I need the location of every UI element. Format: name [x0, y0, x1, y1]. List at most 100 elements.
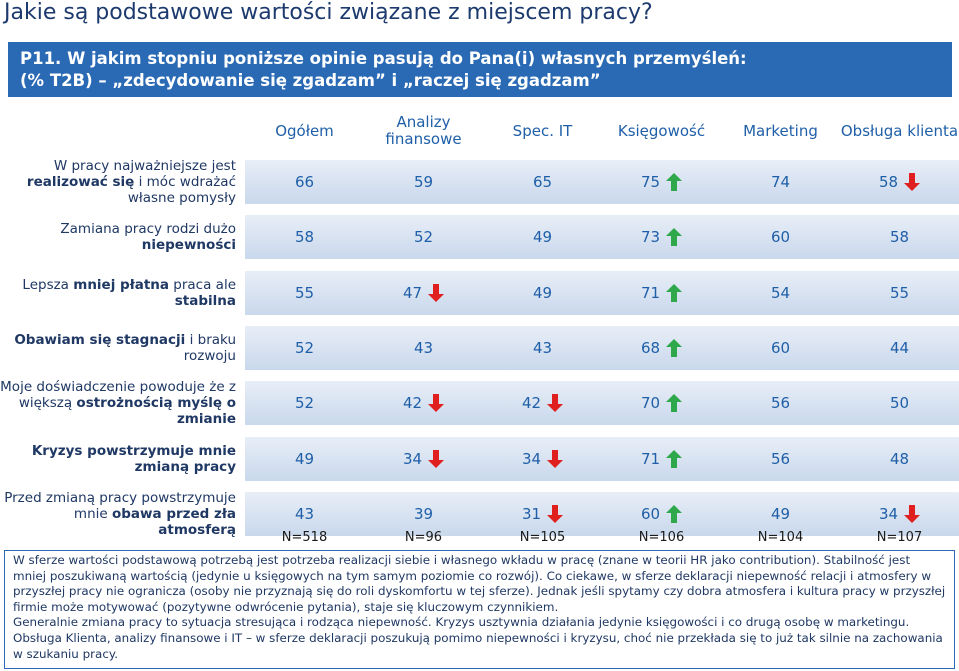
arrow-shape: [428, 283, 445, 302]
cell-value: 49: [770, 504, 791, 523]
cell: 70: [602, 381, 721, 425]
cell: 60: [602, 492, 721, 536]
row-band: [245, 270, 959, 315]
cell-value: 43: [413, 338, 434, 357]
arrow-shape: [666, 173, 683, 191]
label-segment: i braku rozwoju: [183, 331, 236, 364]
label-segment: Obawiam się stagnacji: [14, 331, 186, 348]
cell: 50: [840, 381, 959, 425]
cell: 48: [840, 437, 959, 481]
note: W sferze wartości podstawową potrzebą je…: [4, 550, 955, 669]
row-label: Kryzys powstrzymuje mnie zmianą pracy: [0, 431, 236, 487]
cell-value: 49: [294, 449, 315, 468]
cell-value: 52: [413, 228, 434, 247]
cell-value: 75: [640, 173, 661, 191]
cell: 31: [483, 492, 602, 536]
trend-arrow-up: [666, 394, 683, 413]
row-band: [245, 160, 959, 204]
title: Jakie są podstawowe wartości związane z …: [4, 0, 653, 25]
trend-arrow-down: [428, 449, 445, 468]
row-band: [245, 325, 959, 370]
cell-value: 52: [294, 394, 315, 413]
cell: 34: [483, 437, 602, 481]
label-segment: W pracy najważniejsze jest: [53, 158, 236, 174]
trend-arrow-down: [904, 173, 921, 191]
cell-value: 34: [878, 504, 899, 523]
cell-value: 70: [640, 394, 661, 413]
cell-value: 56: [770, 449, 791, 468]
arrow-shape: [666, 228, 683, 247]
cell: 58: [840, 215, 959, 259]
cell: 65: [483, 160, 602, 204]
cell-value: 42: [402, 394, 423, 413]
cell-value: 68: [640, 338, 661, 357]
cell: 52: [245, 326, 364, 370]
cell-value: 58: [294, 228, 315, 247]
arrow-shape: [904, 173, 921, 191]
row-band: [245, 215, 959, 260]
row-label-text: Obawiam się stagnacji i braku rozwoju: [0, 332, 236, 364]
cell: 43: [245, 492, 364, 536]
cell: 43: [483, 326, 602, 370]
row-band: [245, 491, 959, 536]
trend-arrow-down: [428, 283, 445, 302]
cell-value: 34: [402, 449, 423, 468]
label-segment: praca ale: [169, 276, 236, 293]
arrow-shape: [666, 504, 683, 523]
cell: 49: [245, 437, 364, 481]
trend-arrow-down: [547, 449, 564, 468]
arrow-shape: [666, 394, 683, 413]
cell-value: 60: [770, 338, 791, 357]
question-line: (% T2B) – „zdecydowanie się zgadzam” i „…: [20, 71, 601, 90]
cell: 60: [721, 326, 840, 370]
row-band: [245, 436, 959, 481]
cell-value: 43: [294, 504, 315, 523]
cell-value: 39: [413, 504, 434, 523]
cell: 54: [721, 271, 840, 315]
label-segment: Zamiana pracy rodzi dużo: [60, 221, 236, 238]
trend-arrow-down: [547, 504, 564, 523]
note-paragraph: Obsługa Klienta, analizy finansowe i IT …: [13, 630, 943, 661]
cell-value: 31: [521, 504, 542, 523]
arrow-shape: [666, 338, 683, 357]
cell: 75: [602, 160, 721, 204]
arrow-shape: [904, 504, 921, 523]
row-label: Lepsza mniej płatna praca ale stabilna: [0, 265, 236, 321]
trend-arrow-down: [428, 394, 445, 413]
cell-value: 48: [889, 449, 910, 468]
label-segment: realizować się: [26, 174, 135, 190]
cell: 74: [721, 160, 840, 204]
cell-value: 55: [294, 283, 315, 302]
cell-value: 66: [294, 173, 315, 191]
row-label: Obawiam się stagnacji i braku rozwoju: [0, 320, 236, 376]
row-label: Zamiana pracy rodzi dużo niepewności: [0, 209, 236, 265]
cell: 55: [840, 271, 959, 315]
row-band: [245, 381, 959, 426]
arrow-shape: [547, 504, 564, 523]
cell: 52: [364, 215, 483, 259]
label-segment: obawa przed zła atmosferą: [111, 505, 236, 538]
cell: 39: [364, 492, 483, 536]
cell: 59: [364, 160, 483, 204]
cell-value: 60: [770, 228, 791, 247]
cell-value: 58: [889, 228, 910, 247]
question-line: P11. W jakim stopniu poniższe opinie pas…: [20, 49, 747, 68]
cell: 34: [840, 492, 959, 536]
trend-arrow-up: [666, 283, 683, 302]
trend-arrow-down: [547, 394, 564, 413]
sample-size: N=106: [638, 530, 685, 545]
cell: 49: [483, 215, 602, 259]
column-header: Spec. IT: [512, 121, 573, 140]
label-segment: Moje doświadczenie powoduje że z większą: [0, 379, 236, 412]
column-header: Analizy finansowe: [385, 113, 462, 148]
cell-value: 59: [413, 173, 434, 191]
cell-value: 47: [402, 283, 423, 302]
row-label-text: Lepsza mniej płatna praca ale stabilna: [0, 277, 236, 309]
row-label: W pracy najważniejsze jest realizować si…: [0, 154, 236, 210]
cell-value: 49: [532, 283, 553, 302]
sample-size: N=518: [281, 530, 328, 545]
cell-value: 56: [770, 394, 791, 413]
arrow-shape: [428, 449, 445, 468]
label-segment: Przed zmianą pracy powstrzymuje mnie: [4, 489, 236, 522]
sample-size: N=105: [519, 530, 566, 545]
